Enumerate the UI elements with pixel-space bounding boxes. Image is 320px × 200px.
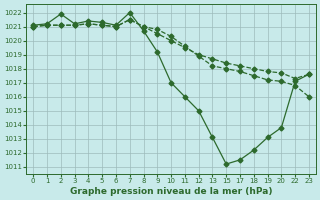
X-axis label: Graphe pression niveau de la mer (hPa): Graphe pression niveau de la mer (hPa) [70, 187, 272, 196]
